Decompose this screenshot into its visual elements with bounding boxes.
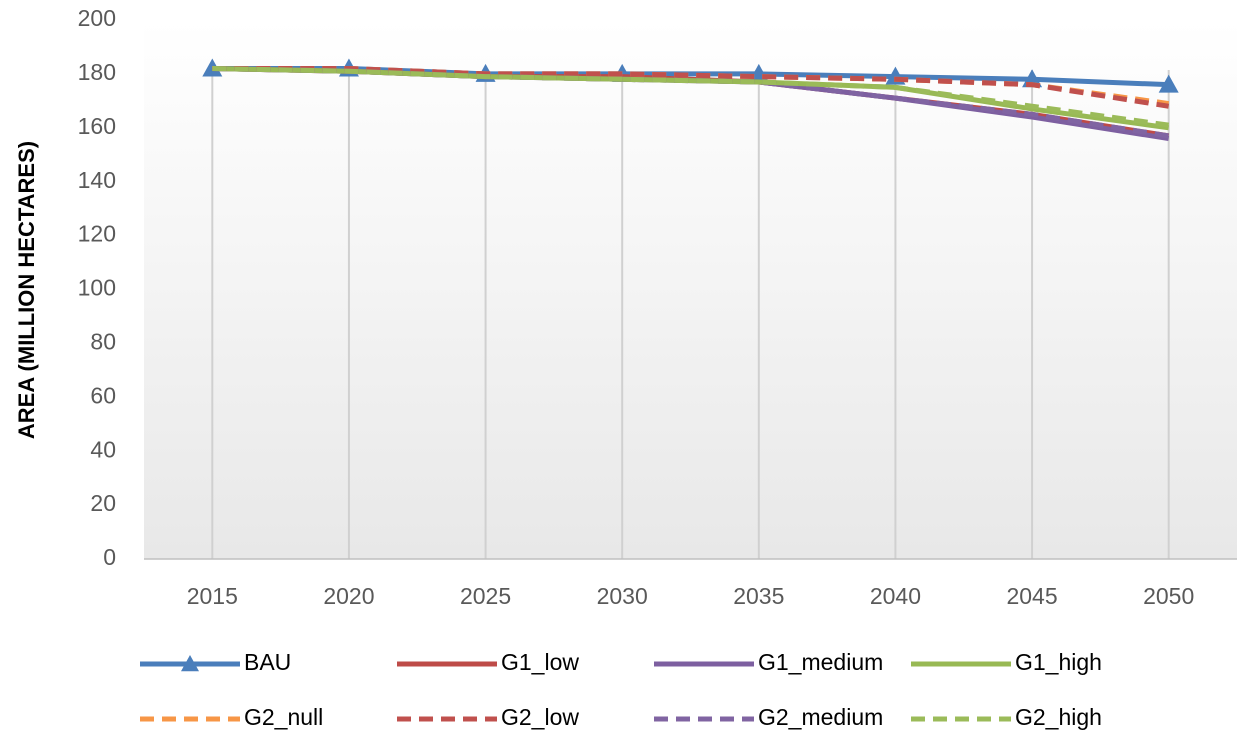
y-tick-label: 80 bbox=[90, 328, 116, 354]
y-tick-label: 60 bbox=[90, 382, 116, 408]
plot-area bbox=[144, 20, 1237, 559]
legend-marker bbox=[181, 655, 199, 672]
y-tick-label: 20 bbox=[90, 490, 116, 516]
y-tick-label: 180 bbox=[78, 59, 116, 85]
y-tick-label: 0 bbox=[103, 544, 116, 570]
x-tick-label: 2015 bbox=[187, 583, 238, 609]
legend-label: G2_null bbox=[244, 704, 323, 730]
x-tick-label: 2020 bbox=[323, 583, 374, 609]
y-tick-label: 100 bbox=[78, 275, 116, 301]
x-tick-label: 2040 bbox=[870, 583, 921, 609]
x-tick-label: 2045 bbox=[1006, 583, 1057, 609]
legend-label: G2_medium bbox=[758, 704, 883, 730]
legend-label: G2_low bbox=[501, 704, 579, 730]
x-tick-label: 2030 bbox=[597, 583, 648, 609]
series-line bbox=[212, 66, 1170, 109]
y-tick-label: 140 bbox=[78, 167, 116, 193]
x-tick-label: 2035 bbox=[733, 583, 784, 609]
series-line bbox=[212, 66, 1170, 128]
x-tick-label: 2050 bbox=[1143, 583, 1194, 609]
y-tick-label: 160 bbox=[78, 113, 116, 139]
y-tick-label: 120 bbox=[78, 221, 116, 247]
legend-label: G1_high bbox=[1015, 649, 1102, 675]
legend-label: G1_medium bbox=[758, 649, 883, 675]
marker bbox=[1158, 74, 1179, 93]
legend-label: G2_high bbox=[1015, 704, 1102, 730]
y-axis-title: AREA (MILLION HECTARES) bbox=[14, 141, 39, 439]
y-tick-label: 200 bbox=[78, 5, 116, 31]
y-tick-label: 40 bbox=[90, 436, 116, 462]
legend-label: BAU bbox=[244, 649, 291, 675]
legend-label: G1_low bbox=[501, 649, 579, 675]
x-tick-label: 2025 bbox=[460, 583, 511, 609]
